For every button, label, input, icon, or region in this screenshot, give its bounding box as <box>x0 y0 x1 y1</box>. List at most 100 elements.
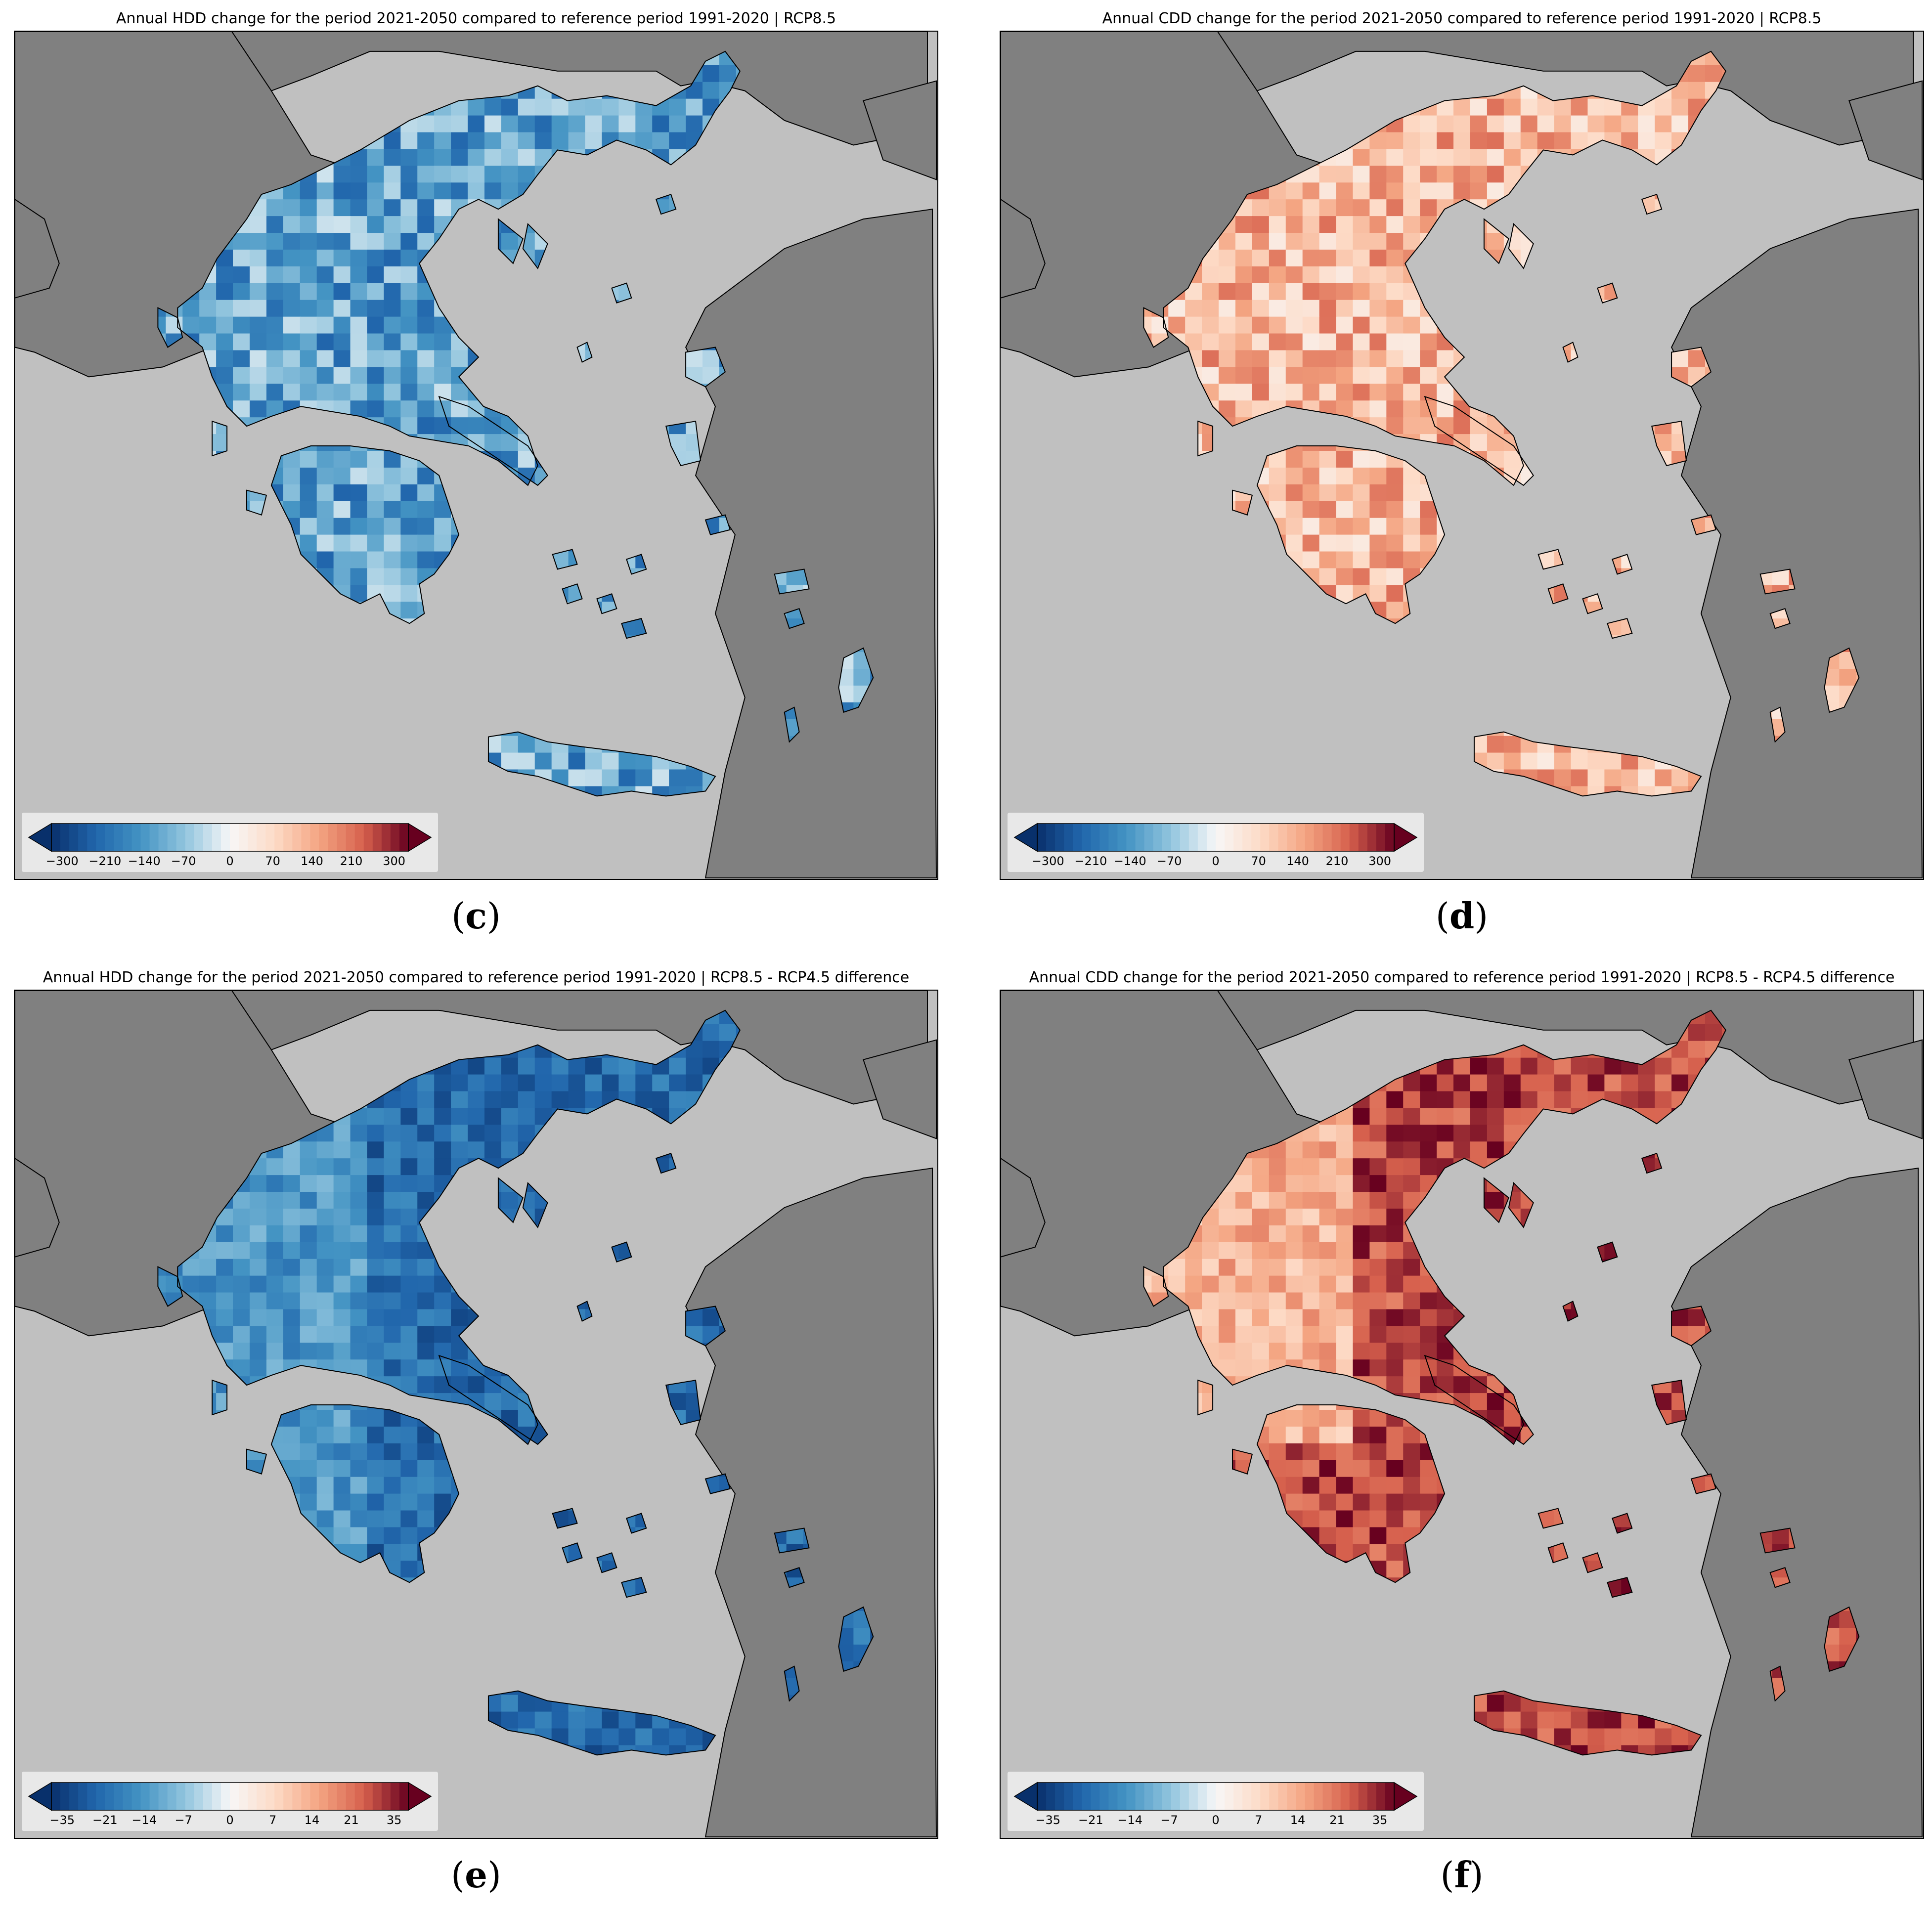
colorbar-segment <box>96 824 105 851</box>
greece-outline <box>212 420 228 457</box>
greece-outline <box>522 223 548 269</box>
foreign-land <box>1848 1039 1923 1139</box>
colorbar-segment <box>194 1783 204 1810</box>
greece-outline <box>1651 1380 1687 1426</box>
map-e[interactable]: −35 −21 −14 −7 0 7 14 21 35 <box>14 990 938 1839</box>
colorbar-segment <box>87 1783 96 1810</box>
colorbar-segment <box>194 824 204 851</box>
greece-outline <box>838 1606 874 1672</box>
greece-outline <box>611 282 632 304</box>
colorbar-segment <box>1117 824 1127 851</box>
foreign-land <box>685 1168 937 1838</box>
greece-outline <box>1163 50 1727 486</box>
colorbar-segment <box>1091 824 1100 851</box>
colorbar-extend-min <box>1013 1782 1038 1811</box>
colorbar-tick-label: 14 <box>304 1813 320 1827</box>
panel-letter: (f) <box>1440 1854 1484 1896</box>
colorbar-extend-max <box>408 1782 432 1811</box>
panel-f: Annual CDD change for the period 2021-20… <box>1000 969 1924 1908</box>
colorbar-segment <box>105 824 114 851</box>
colorbar-tick-label: −70 <box>171 854 196 868</box>
colorbar-segment <box>1153 824 1163 851</box>
map-c[interactable]: −300 −210 −140 −70 0 70 140 210 300 <box>14 31 938 880</box>
colorbar-segment <box>363 824 373 851</box>
colorbar-tick-label: 21 <box>1329 1813 1345 1827</box>
colorbar-segment <box>1126 1783 1136 1810</box>
colorbar-segment <box>257 824 266 851</box>
greece-outline <box>497 1177 524 1223</box>
greece-outline <box>665 421 702 467</box>
colorbar-segment <box>1367 1783 1377 1810</box>
colorbar-segment <box>1314 1783 1323 1810</box>
greece-outline <box>1163 1009 1727 1445</box>
colorbar-segment <box>328 824 338 851</box>
foreign-land <box>1001 1158 1046 1258</box>
colorbar-segment <box>248 1783 257 1810</box>
colorbar-tick-label: −140 <box>1113 854 1146 868</box>
colorbar-segment <box>1251 1783 1261 1810</box>
colorbar-tick-label: 70 <box>265 854 280 868</box>
colorbar: −35 −21 −14 −7 0 7 14 21 35 <box>22 1772 438 1831</box>
greece-outline <box>1197 420 1214 457</box>
colorbar-extend-min <box>1013 823 1038 852</box>
colorbar-segment <box>1037 824 1047 851</box>
greece-outline <box>626 1513 647 1534</box>
greece-outline <box>438 1354 548 1445</box>
greece-outline <box>784 1567 805 1588</box>
greece-outline <box>1690 514 1717 535</box>
colorbar-segment <box>1082 824 1091 851</box>
colorbar-segment <box>1269 824 1278 851</box>
colorbar-outline <box>1037 823 1395 852</box>
colorbar-extend-min <box>28 823 52 852</box>
colorbar-segment <box>381 824 391 851</box>
colorbar-tick-label: 300 <box>383 854 406 868</box>
colorbar-segment <box>1305 824 1315 851</box>
colorbar-segment <box>167 824 177 851</box>
greece-outline <box>246 489 267 516</box>
colorbar-segment <box>274 824 284 851</box>
colorbar-svg <box>28 1782 432 1811</box>
map-d[interactable]: −300 −210 −140 −70 0 70 140 210 300 <box>1000 31 1924 880</box>
map-f[interactable]: −35 −21 −14 −7 0 7 14 21 35 <box>1000 990 1924 1839</box>
colorbar-segment <box>1385 1783 1395 1810</box>
colorbar-segment <box>1216 1783 1225 1810</box>
colorbar-segment <box>96 1783 105 1810</box>
colorbar-tick-label: 14 <box>1290 1813 1306 1827</box>
colorbar-extend-max <box>408 823 432 852</box>
colorbar-segment <box>319 1783 329 1810</box>
colorbar-tick-label: −300 <box>45 854 79 868</box>
colorbar-segment <box>319 824 329 851</box>
colorbar-tick-label: 0 <box>1212 1813 1220 1827</box>
greece-outline <box>562 583 583 605</box>
greece-outline <box>1824 647 1860 713</box>
greece-outline <box>270 1404 460 1583</box>
greece-outline <box>1231 1448 1253 1475</box>
colorbar-segment <box>1331 1783 1341 1810</box>
foreign-land <box>863 80 937 180</box>
greece-outline <box>1547 1542 1569 1564</box>
greece-outline <box>1597 1241 1618 1263</box>
greece-outline <box>1651 421 1687 467</box>
colorbar-segment <box>220 1783 230 1810</box>
colorbar-segment <box>1287 824 1297 851</box>
greece-outline <box>1582 593 1603 614</box>
panel-title: Annual HDD change for the period 2021-20… <box>116 10 836 27</box>
colorbar-segment <box>212 824 221 851</box>
colorbar-segment <box>354 824 364 851</box>
colorbar-segment <box>257 1783 266 1810</box>
colorbar-segment <box>248 824 257 851</box>
colorbar-segment <box>337 824 347 851</box>
greece-outline <box>1641 193 1663 215</box>
colorbar-segment <box>328 1783 338 1810</box>
colorbar-segment <box>149 824 159 851</box>
colorbar-segment <box>346 824 355 851</box>
colorbar-extend-max <box>1394 823 1418 852</box>
colorbar-segment <box>1225 824 1234 851</box>
colorbar-segment <box>176 1783 186 1810</box>
greece-outline <box>552 549 578 570</box>
greece-outline <box>562 1542 583 1564</box>
greece-outline <box>552 1508 578 1529</box>
colorbar-tick-label: 0 <box>226 854 234 868</box>
greece-outline <box>1256 445 1446 624</box>
colorbar-segment <box>301 824 311 851</box>
